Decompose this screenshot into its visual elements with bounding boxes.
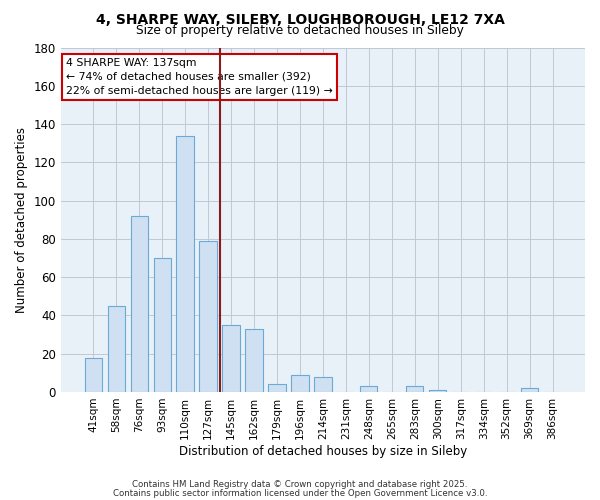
Bar: [107, 306, 125, 392]
Y-axis label: Number of detached properties: Number of detached properties: [15, 126, 28, 312]
Bar: [85, 358, 102, 392]
X-axis label: Distribution of detached houses by size in Sileby: Distribution of detached houses by size …: [179, 444, 467, 458]
Text: Contains public sector information licensed under the Open Government Licence v3: Contains public sector information licen…: [113, 489, 487, 498]
Text: Contains HM Land Registry data © Crown copyright and database right 2025.: Contains HM Land Registry data © Crown c…: [132, 480, 468, 489]
Bar: [360, 386, 377, 392]
Bar: [131, 216, 148, 392]
Bar: [223, 325, 239, 392]
Bar: [406, 386, 424, 392]
Bar: [314, 376, 332, 392]
Text: 4 SHARPE WAY: 137sqm
← 74% of detached houses are smaller (392)
22% of semi-deta: 4 SHARPE WAY: 137sqm ← 74% of detached h…: [66, 58, 333, 96]
Bar: [268, 384, 286, 392]
Bar: [245, 329, 263, 392]
Text: 4, SHARPE WAY, SILEBY, LOUGHBOROUGH, LE12 7XA: 4, SHARPE WAY, SILEBY, LOUGHBOROUGH, LE1…: [95, 12, 505, 26]
Bar: [199, 241, 217, 392]
Bar: [521, 388, 538, 392]
Bar: [429, 390, 446, 392]
Bar: [154, 258, 171, 392]
Bar: [292, 374, 308, 392]
Bar: [176, 136, 194, 392]
Text: Size of property relative to detached houses in Sileby: Size of property relative to detached ho…: [136, 24, 464, 37]
